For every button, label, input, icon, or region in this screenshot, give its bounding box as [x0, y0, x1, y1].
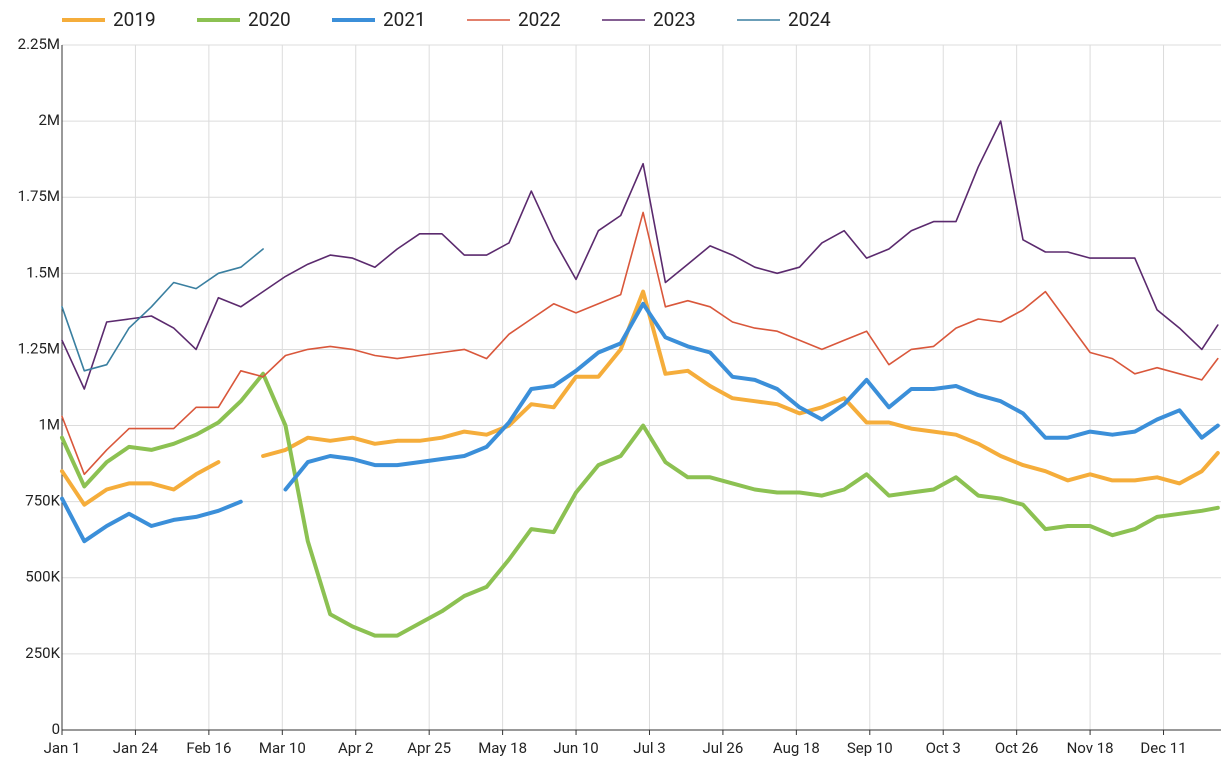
- x-tick-label: Jul 26: [703, 739, 744, 757]
- series-line: [60, 371, 1220, 638]
- y-tick-label: 1.75M: [18, 187, 60, 205]
- y-tick-label: 750K: [25, 492, 60, 510]
- y-tick-label: 1.25M: [18, 339, 60, 357]
- legend-label: 2022: [518, 8, 561, 31]
- x-tick-label: Jan 24: [113, 739, 159, 757]
- x-tick-label: Oct 3: [926, 739, 961, 757]
- series-line: [60, 496, 243, 544]
- legend-label: 2020: [248, 8, 291, 31]
- legend-label: 2019: [113, 8, 156, 31]
- x-tick-label: Jun 10: [553, 739, 598, 757]
- x-tick-label: Apr 2: [338, 739, 373, 757]
- x-tick-label: Apr 25: [407, 739, 451, 757]
- legend: 2019 2020 2021 2022 2023 2024: [62, 8, 831, 31]
- x-tick-label: Jan 1: [44, 739, 81, 757]
- x-tick-label: Oct 26: [995, 739, 1039, 757]
- series-line: [61, 211, 1219, 476]
- legend-label: 2023: [653, 8, 696, 31]
- x-tick-label: Nov 18: [1067, 739, 1114, 757]
- y-tick-label: 1M: [38, 416, 60, 434]
- series-line: [61, 120, 1219, 390]
- y-tick-label: 500K: [25, 568, 60, 586]
- legend-label: 2021: [383, 8, 426, 31]
- x-tick-label: Aug 18: [773, 739, 820, 757]
- series-line: [61, 248, 264, 372]
- x-tick-label: Dec 11: [1140, 739, 1186, 757]
- x-tick-label: May 18: [478, 739, 527, 757]
- x-tick-label: Feb 16: [186, 739, 231, 757]
- y-tick-label: 2M: [38, 111, 60, 129]
- y-tick-label: 2.25M: [18, 35, 60, 53]
- series-line: [283, 301, 1220, 492]
- x-tick-label: Jul 3: [633, 739, 665, 757]
- legend-label: 2024: [788, 8, 831, 31]
- x-tick-label: Sep 10: [847, 739, 893, 757]
- y-tick-label: 250K: [25, 644, 60, 662]
- series-line: [60, 460, 221, 507]
- y-tick-label: 0: [52, 720, 60, 738]
- series-line: [261, 289, 1220, 486]
- x-tick-label: Mar 10: [259, 739, 306, 757]
- y-tick-label: 1.5M: [26, 263, 60, 281]
